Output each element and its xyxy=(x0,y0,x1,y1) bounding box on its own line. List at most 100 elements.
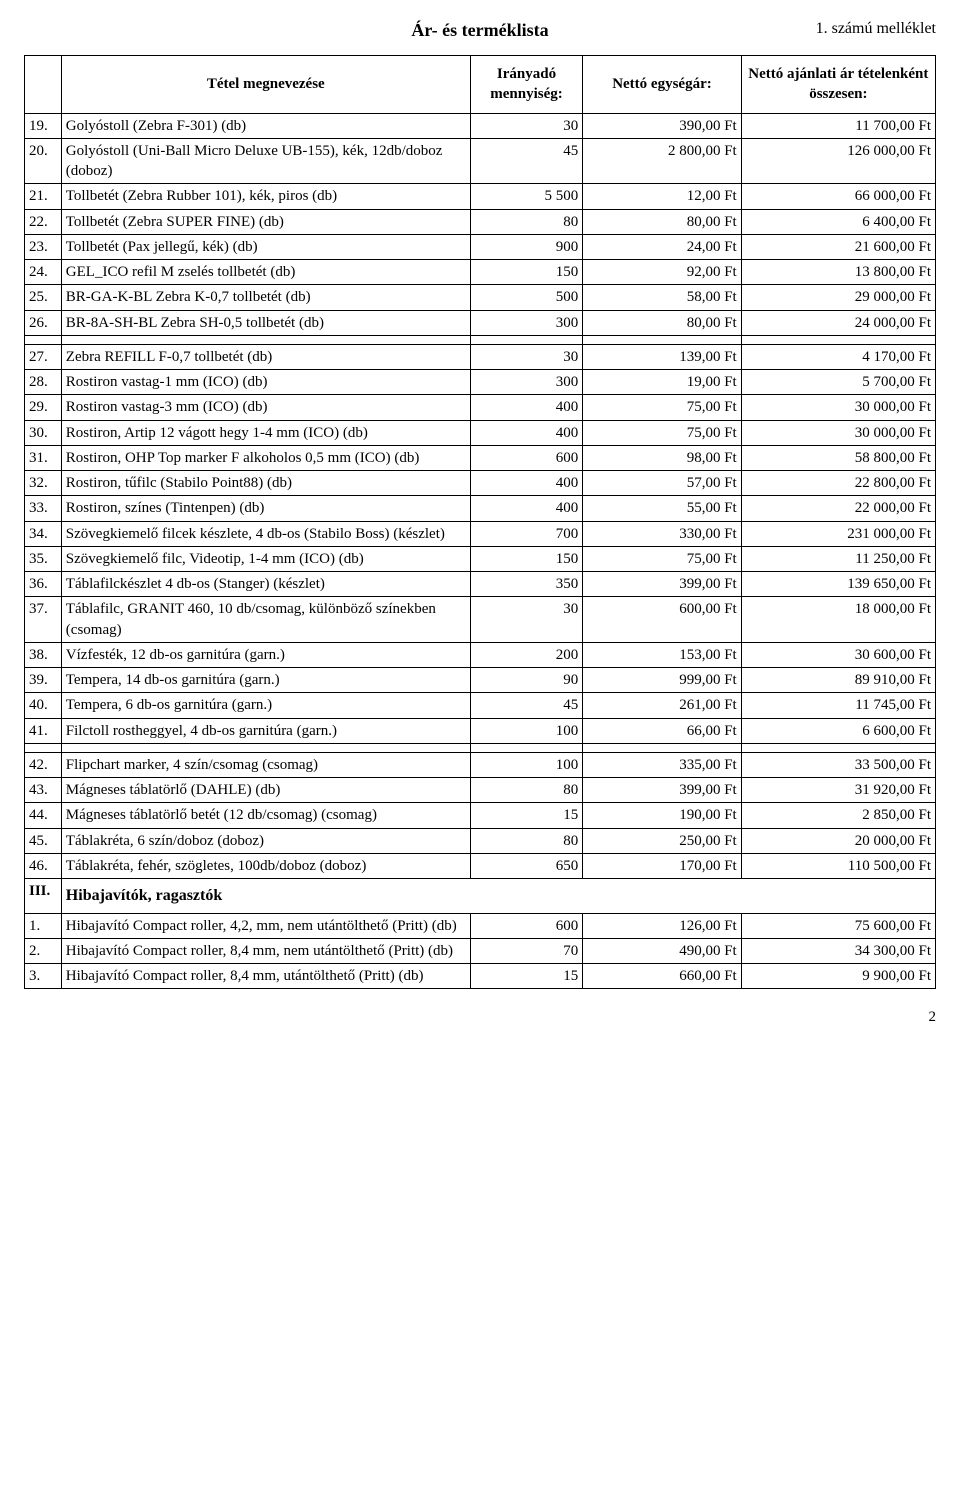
cell-qty: 300 xyxy=(470,310,582,335)
cell-qty: 15 xyxy=(470,803,582,828)
cell-qty: 70 xyxy=(470,938,582,963)
table-row: 39.Tempera, 14 db-os garnitúra (garn.)90… xyxy=(25,668,936,693)
cell-unit: 660,00 Ft xyxy=(583,964,741,989)
col-total-header: Nettó ajánlati ár tételenként összesen: xyxy=(741,56,935,114)
cell-num: 1. xyxy=(25,913,62,938)
col-qty-header: Irányadó mennyiség: xyxy=(470,56,582,114)
cell-unit: 98,00 Ft xyxy=(583,445,741,470)
cell-qty: 200 xyxy=(470,642,582,667)
cell-qty: 80 xyxy=(470,828,582,853)
cell-unit: 330,00 Ft xyxy=(583,521,741,546)
cell-unit: 75,00 Ft xyxy=(583,395,741,420)
cell-total: 11 745,00 Ft xyxy=(741,693,935,718)
cell-name: Rostiron vastag-1 mm (ICO) (db) xyxy=(61,370,470,395)
cell-name: Tempera, 14 db-os garnitúra (garn.) xyxy=(61,668,470,693)
cell-num: 35. xyxy=(25,546,62,571)
table-row: 24.GEL_ICO refil M zselés tollbetét (db)… xyxy=(25,260,936,285)
cell-name: Tollbetét (Pax jellegű, kék) (db) xyxy=(61,234,470,259)
cell-num: 27. xyxy=(25,344,62,369)
cell-name: Tollbetét (Zebra SUPER FINE) (db) xyxy=(61,209,470,234)
cell-num: 38. xyxy=(25,642,62,667)
cell-num: 46. xyxy=(25,853,62,878)
page-number: 2 xyxy=(24,1009,936,1026)
cell-total: 21 600,00 Ft xyxy=(741,234,935,259)
table-row: 23.Tollbetét (Pax jellegű, kék) (db)9002… xyxy=(25,234,936,259)
cell-name: Táblakréta, 6 szín/doboz (doboz) xyxy=(61,828,470,853)
cell-qty: 45 xyxy=(470,693,582,718)
cell-qty: 30 xyxy=(470,597,582,643)
table-row: 2.Hibajavító Compact roller, 8,4 mm, nem… xyxy=(25,938,936,963)
cell-name: Rostiron, tűfilc (Stabilo Point88) (db) xyxy=(61,471,470,496)
table-row: 42.Flipchart marker, 4 szín/csomag (csom… xyxy=(25,752,936,777)
table-row: 33.Rostiron, színes (Tintenpen) (db)4005… xyxy=(25,496,936,521)
table-row: 28.Rostiron vastag-1 mm (ICO) (db)30019,… xyxy=(25,370,936,395)
table-header-row: Tétel megnevezése Irányadó mennyiség: Ne… xyxy=(25,56,936,114)
cell-unit: 490,00 Ft xyxy=(583,938,741,963)
cell-name: Filctoll rostheggyel, 4 db-os garnitúra … xyxy=(61,718,470,743)
cell-name: Hibajavító Compact roller, 8,4 mm, nem u… xyxy=(61,938,470,963)
cell-total: 30 600,00 Ft xyxy=(741,642,935,667)
cell-total: 139 650,00 Ft xyxy=(741,572,935,597)
cell-num: 23. xyxy=(25,234,62,259)
cell-total: 13 800,00 Ft xyxy=(741,260,935,285)
section-num: III. xyxy=(25,879,62,914)
cell-total: 29 000,00 Ft xyxy=(741,285,935,310)
cell-unit: 24,00 Ft xyxy=(583,234,741,259)
table-row: 27.Zebra REFILL F-0,7 tollbetét (db)3013… xyxy=(25,344,936,369)
cell-total: 2 850,00 Ft xyxy=(741,803,935,828)
cell-qty: 400 xyxy=(470,471,582,496)
cell-num: 37. xyxy=(25,597,62,643)
cell-name: Szövegkiemelő filcek készlete, 4 db-os (… xyxy=(61,521,470,546)
table-row: 45.Táblakréta, 6 szín/doboz (doboz)80250… xyxy=(25,828,936,853)
cell-name: Rostiron, OHP Top marker F alkoholos 0,5… xyxy=(61,445,470,470)
cell-num: 25. xyxy=(25,285,62,310)
cell-unit: 57,00 Ft xyxy=(583,471,741,496)
cell-num: 44. xyxy=(25,803,62,828)
cell-unit: 399,00 Ft xyxy=(583,778,741,803)
cell-unit: 58,00 Ft xyxy=(583,285,741,310)
cell-qty: 100 xyxy=(470,718,582,743)
cell-qty: 400 xyxy=(470,395,582,420)
cell-name: Hibajavító Compact roller, 4,2, mm, nem … xyxy=(61,913,470,938)
cell-name: Zebra REFILL F-0,7 tollbetét (db) xyxy=(61,344,470,369)
cell-unit: 390,00 Ft xyxy=(583,113,741,138)
col-unit-header: Nettó egységár: xyxy=(583,56,741,114)
cell-total: 11 700,00 Ft xyxy=(741,113,935,138)
cell-unit: 139,00 Ft xyxy=(583,344,741,369)
cell-qty: 80 xyxy=(470,778,582,803)
cell-name: Szövegkiemelő filc, Videotip, 1-4 mm (IC… xyxy=(61,546,470,571)
spacer-row xyxy=(25,335,936,344)
cell-qty: 150 xyxy=(470,546,582,571)
cell-unit: 80,00 Ft xyxy=(583,310,741,335)
cell-qty: 90 xyxy=(470,668,582,693)
table-row: 25.BR-GA-K-BL Zebra K-0,7 tollbetét (db)… xyxy=(25,285,936,310)
cell-unit: 600,00 Ft xyxy=(583,597,741,643)
cell-qty: 5 500 xyxy=(470,184,582,209)
cell-num: 45. xyxy=(25,828,62,853)
cell-qty: 900 xyxy=(470,234,582,259)
cell-name: Rostiron, Artip 12 vágott hegy 1-4 mm (I… xyxy=(61,420,470,445)
cell-total: 30 000,00 Ft xyxy=(741,420,935,445)
section-row: III.Hibajavítók, ragasztók xyxy=(25,879,936,914)
cell-qty: 600 xyxy=(470,445,582,470)
page-header: Ár- és terméklista 1. számú melléklet xyxy=(24,20,936,41)
cell-unit: 12,00 Ft xyxy=(583,184,741,209)
cell-unit: 190,00 Ft xyxy=(583,803,741,828)
table-row: 38.Vízfesték, 12 db-os garnitúra (garn.)… xyxy=(25,642,936,667)
cell-total: 34 300,00 Ft xyxy=(741,938,935,963)
cell-unit: 55,00 Ft xyxy=(583,496,741,521)
cell-num: 26. xyxy=(25,310,62,335)
table-row: 40.Tempera, 6 db-os garnitúra (garn.)452… xyxy=(25,693,936,718)
cell-total: 5 700,00 Ft xyxy=(741,370,935,395)
cell-name: Flipchart marker, 4 szín/csomag (csomag) xyxy=(61,752,470,777)
cell-total: 22 800,00 Ft xyxy=(741,471,935,496)
cell-unit: 250,00 Ft xyxy=(583,828,741,853)
cell-unit: 126,00 Ft xyxy=(583,913,741,938)
cell-total: 66 000,00 Ft xyxy=(741,184,935,209)
cell-num: 40. xyxy=(25,693,62,718)
cell-qty: 80 xyxy=(470,209,582,234)
table-row: 43.Mágneses táblatörlő (DAHLE) (db)80399… xyxy=(25,778,936,803)
cell-name: Táblakréta, fehér, szögletes, 100db/dobo… xyxy=(61,853,470,878)
col-name-header: Tétel megnevezése xyxy=(61,56,470,114)
col-num-header xyxy=(25,56,62,114)
